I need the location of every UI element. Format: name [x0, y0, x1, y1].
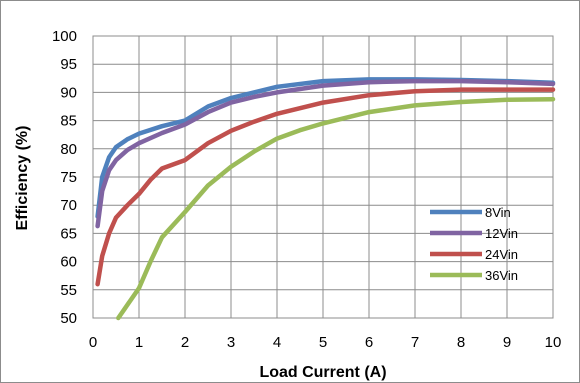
x-tick-label: 1 [135, 334, 143, 351]
legend-label: 12Vin [485, 226, 518, 241]
series-line-36vin [116, 96, 556, 321]
y-tick-labels: 50 55 60 65 70 75 80 85 90 95 100 [52, 28, 77, 327]
x-axis-title: Load Current (A) [259, 364, 386, 381]
x-tick-labels: 0 1 2 3 4 5 6 7 8 9 10 [89, 334, 562, 351]
x-tick-label: 8 [457, 334, 465, 351]
series-line-24vin [95, 87, 556, 287]
y-tick-label: 90 [60, 84, 77, 101]
legend-label: 24Vin [485, 247, 518, 262]
x-tick-label: 3 [227, 334, 235, 351]
x-tick-label: 4 [273, 334, 281, 351]
legend-label: 8Vin [485, 205, 511, 220]
x-tick-label: 7 [411, 334, 419, 351]
x-tick-label: 6 [365, 334, 373, 351]
x-tick-label: 0 [89, 334, 97, 351]
x-tick-label: 5 [319, 334, 327, 351]
plot-area [92, 35, 554, 319]
y-tick-label: 55 [60, 282, 77, 299]
y-tick-label: 60 [60, 254, 77, 271]
y-tick-label: 65 [60, 225, 77, 242]
y-tick-label: 85 [60, 113, 77, 130]
series-line-12vin [95, 78, 556, 229]
legend-label: 36Vin [485, 268, 518, 283]
y-axis-title: Efficiency (%) [14, 126, 31, 231]
y-tick-label: 95 [60, 56, 77, 73]
x-tick-label: 10 [545, 334, 562, 351]
y-tick-label: 100 [52, 28, 77, 45]
x-tick-label: 2 [181, 334, 189, 351]
y-tick-label: 70 [60, 197, 77, 214]
x-tick-label: 9 [503, 334, 511, 351]
legend: 8Vin 12Vin 24Vin 36Vin [430, 205, 518, 283]
y-tick-label: 80 [60, 141, 77, 158]
y-tick-label: 50 [60, 310, 77, 327]
y-tick-label: 75 [60, 169, 77, 186]
series-lines [95, 77, 556, 321]
